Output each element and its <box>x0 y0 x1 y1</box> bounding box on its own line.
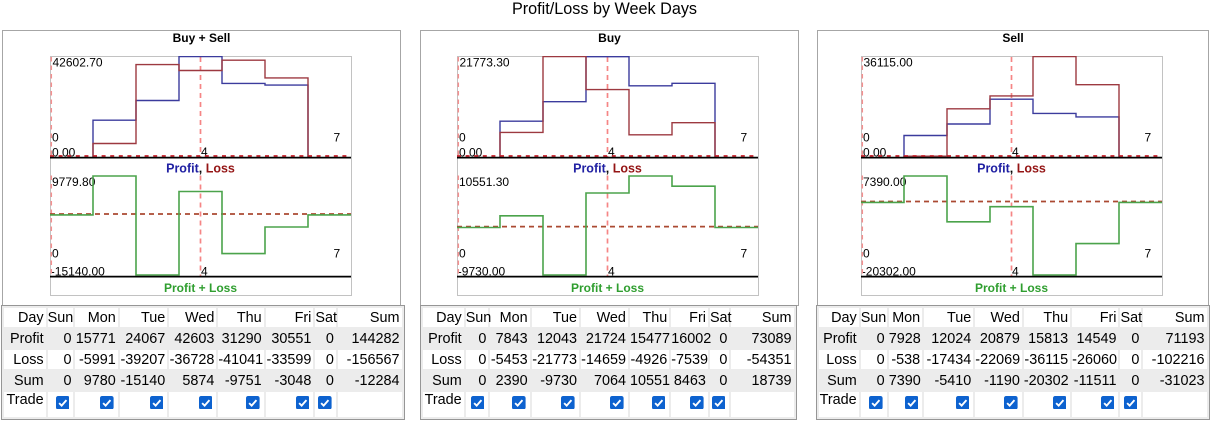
svg-text:7: 7 <box>1145 247 1152 261</box>
svg-text:0: 0 <box>52 247 59 261</box>
svg-text:21773.30: 21773.30 <box>460 56 510 70</box>
svg-text:0: 0 <box>459 131 466 145</box>
svg-text:0: 0 <box>863 247 870 261</box>
svg-text:7: 7 <box>741 247 748 261</box>
svg-text:0: 0 <box>459 247 466 261</box>
svg-text:7: 7 <box>1145 131 1152 145</box>
svg-text:Profit, Loss: Profit, Loss <box>573 162 642 176</box>
svg-text:7: 7 <box>741 131 748 145</box>
svg-text:0: 0 <box>863 131 870 145</box>
svg-text:-9730.00: -9730.00 <box>458 265 506 279</box>
svg-text:36115.00: 36115.00 <box>864 56 913 70</box>
svg-text:Profit, Loss: Profit, Loss <box>166 162 235 176</box>
svg-text:4: 4 <box>201 264 208 278</box>
svg-text:10551.30: 10551.30 <box>459 175 509 189</box>
svg-text:4: 4 <box>608 264 615 278</box>
svg-text:Profit, Loss: Profit, Loss <box>977 162 1046 176</box>
svg-text:4: 4 <box>1012 145 1019 159</box>
svg-text:7: 7 <box>334 131 341 145</box>
svg-text:7390.00: 7390.00 <box>863 175 907 189</box>
svg-text:42602.70: 42602.70 <box>53 56 103 70</box>
svg-text:9779.80: 9779.80 <box>52 175 96 189</box>
svg-text:Profit + Loss: Profit + Loss <box>975 281 1048 295</box>
svg-text:0: 0 <box>52 131 59 145</box>
svg-text:-20302.00: -20302.00 <box>862 265 916 279</box>
svg-text:Profit + Loss: Profit + Loss <box>164 281 237 295</box>
svg-text:7: 7 <box>334 247 341 261</box>
svg-text:Profit + Loss: Profit + Loss <box>571 281 644 295</box>
svg-text:4: 4 <box>1012 264 1019 278</box>
svg-text:4: 4 <box>201 145 208 159</box>
svg-text:4: 4 <box>608 145 615 159</box>
svg-text:-15140.00: -15140.00 <box>51 265 105 279</box>
